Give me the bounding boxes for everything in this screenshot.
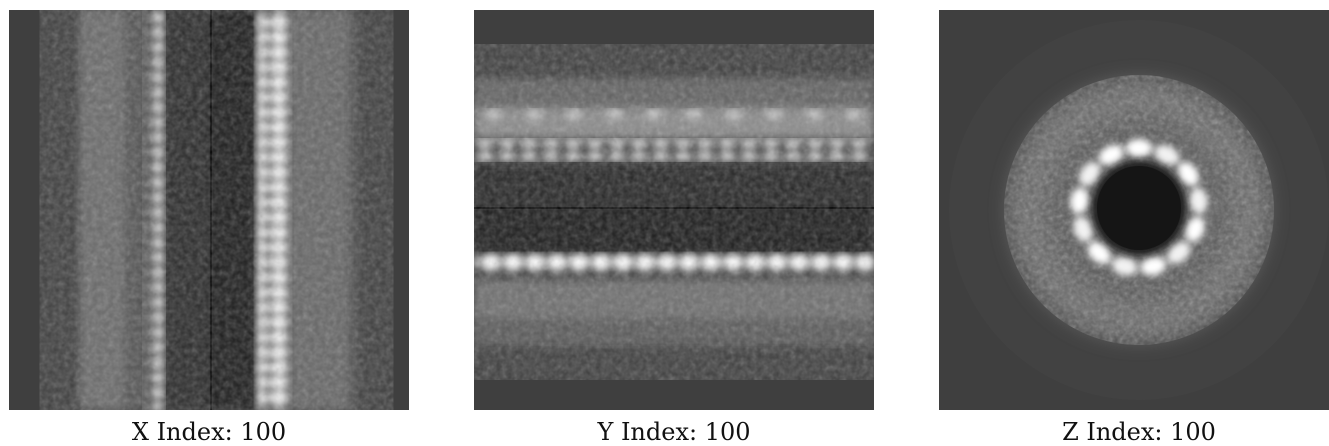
x-slice-graphic (9, 10, 409, 410)
y-index-caption: Y Index: 100 (597, 418, 751, 446)
y-slice-image (474, 10, 874, 410)
z-index-caption: Z Index: 100 (1062, 418, 1216, 446)
ring-subunit (1154, 144, 1180, 165)
ring-subunit (1189, 187, 1208, 214)
z-slice-graphic (939, 10, 1329, 410)
ring-subunit (1073, 216, 1093, 242)
ring-subunit (1087, 241, 1111, 264)
ring-subunit (1111, 257, 1138, 276)
ring-subunit (1126, 139, 1152, 157)
ring-subunit (1177, 162, 1199, 186)
ring-subunit (1079, 162, 1101, 186)
x-index-caption: X Index: 100 (131, 418, 287, 446)
ring-subunits (1070, 139, 1208, 276)
ring-subunit (1167, 241, 1191, 264)
y-slice-graphic (474, 10, 874, 410)
z-slice-image (939, 10, 1329, 410)
ring-subunit (1070, 187, 1089, 214)
ring-subunit (1098, 144, 1124, 165)
ring-subunit (1140, 257, 1167, 276)
ring-subunit (1185, 216, 1205, 242)
x-slice-image (9, 10, 409, 410)
